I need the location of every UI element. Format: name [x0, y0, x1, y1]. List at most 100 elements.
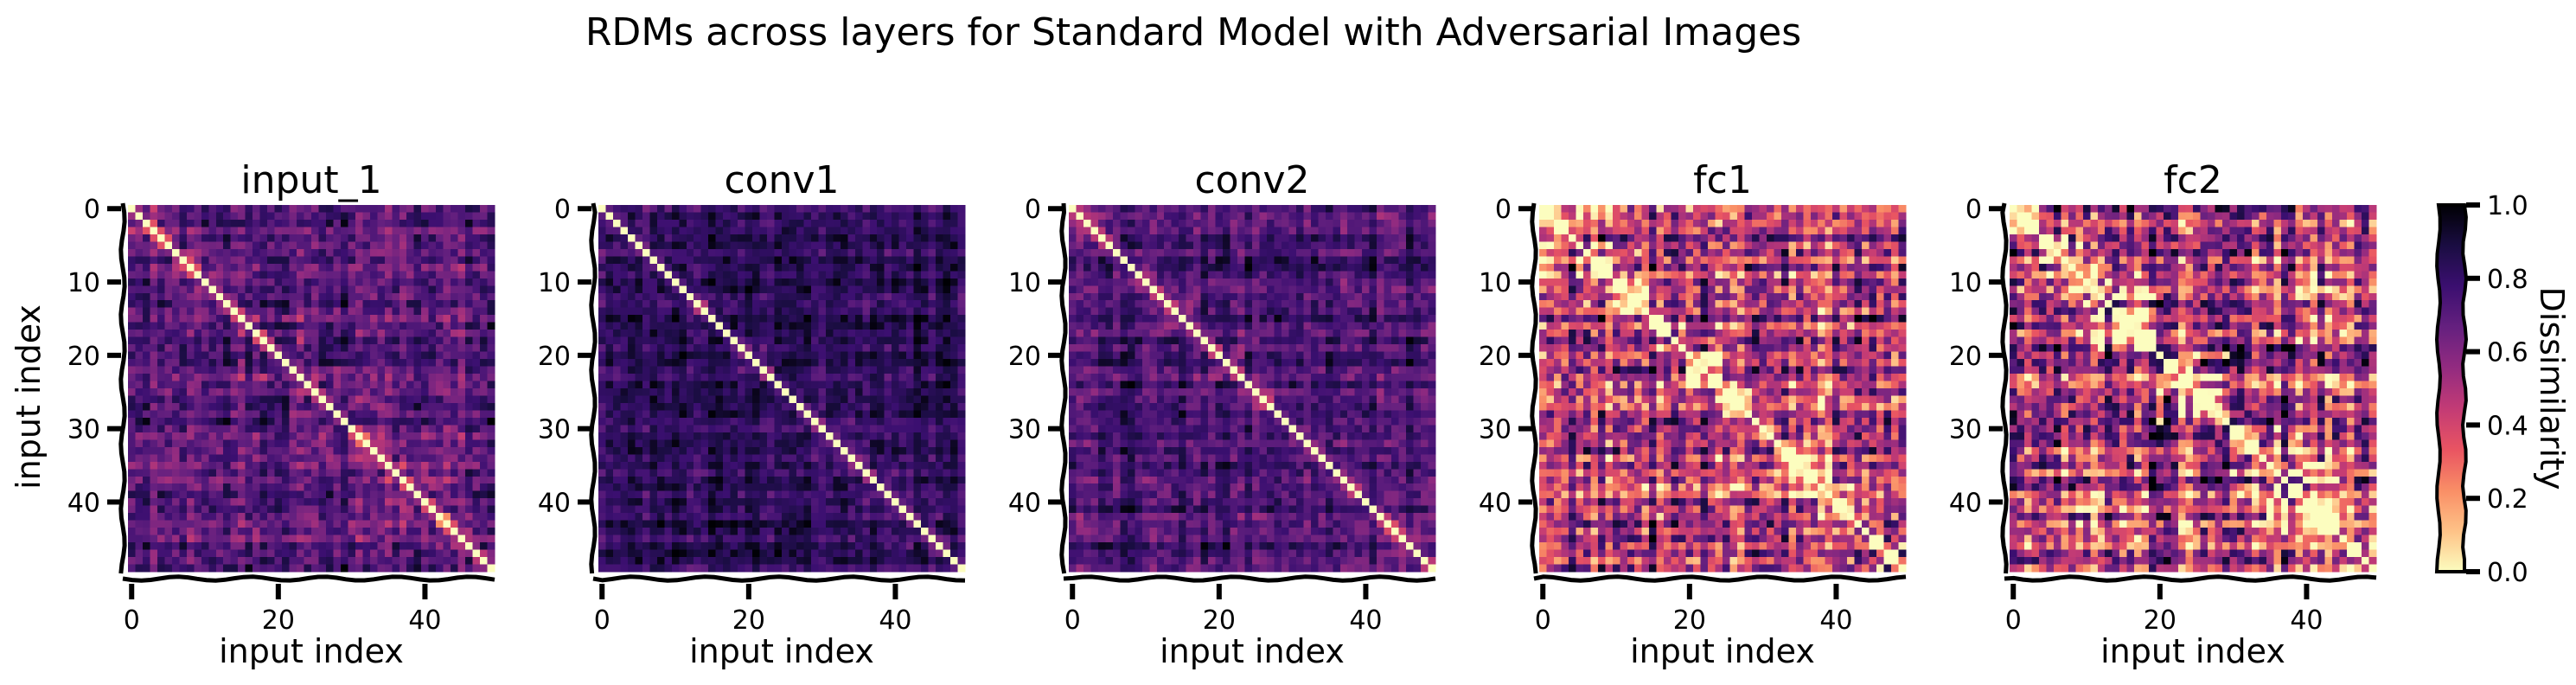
heatmap-cell: [150, 234, 158, 242]
heatmap-cell: [627, 322, 636, 330]
heatmap-cell: [480, 219, 489, 227]
heatmap-cell: [877, 425, 885, 433]
heatmap-cell: [605, 241, 614, 250]
heatmap-cell: [943, 542, 951, 551]
heatmap-cell: [348, 351, 356, 360]
heatmap-cell: [620, 483, 629, 492]
heatmap-cell: [421, 446, 430, 455]
heatmap-cell: [362, 359, 371, 368]
heatmap-cell: [267, 535, 276, 543]
heatmap-cell: [730, 425, 738, 433]
heatmap-cell: [348, 402, 356, 411]
heatmap-cell: [708, 476, 717, 484]
heatmap-cell: [700, 498, 709, 507]
heatmap-cell: [862, 234, 871, 242]
heatmap-cell: [679, 402, 687, 411]
heatmap-cell: [877, 505, 885, 514]
heatmap-cell: [738, 359, 746, 368]
heatmap-cell: [421, 307, 430, 316]
heatmap-cell: [186, 344, 195, 353]
heatmap-cell: [142, 278, 150, 286]
heatmap-cell: [708, 344, 717, 353]
heatmap-cell: [635, 212, 643, 221]
heatmap-cell: [715, 432, 724, 440]
heatmap-cell: [487, 271, 495, 279]
heatmap-cell: [428, 278, 437, 286]
heatmap-cell: [164, 535, 173, 543]
heatmap-cell: [135, 330, 144, 338]
heatmap-cell: [325, 395, 334, 404]
heatmap-cell: [833, 417, 841, 426]
heatmap-cell: [833, 336, 841, 345]
heatmap-cell: [487, 344, 495, 353]
heatmap-cell: [142, 490, 150, 499]
heatmap-cell: [700, 410, 709, 419]
heatmap-cell: [957, 439, 966, 448]
heatmap-cell: [304, 381, 312, 389]
heatmap-cell: [340, 336, 348, 345]
heatmap-cell: [457, 476, 466, 484]
heatmap-cell: [472, 241, 481, 250]
heatmap-cell: [884, 248, 892, 257]
heatmap-cell: [348, 374, 356, 382]
heatmap-cell: [796, 410, 804, 419]
heatmap-cell: [465, 205, 474, 213]
heatmap-cell: [892, 322, 900, 330]
heatmap-cell: [252, 300, 261, 309]
heatmap-cell: [362, 227, 371, 235]
heatmap-cell: [730, 528, 738, 536]
heatmap-cell: [789, 248, 797, 257]
heatmap-cell: [384, 490, 393, 499]
heatmap-cell: [774, 336, 783, 345]
heatmap-cell: [333, 388, 342, 396]
heatmap-cell: [135, 278, 144, 286]
heatmap-cell: [627, 374, 636, 382]
heatmap-cell: [782, 439, 789, 448]
heatmap-cell: [847, 285, 856, 294]
heatmap-cell: [708, 205, 717, 213]
heatmap-cell: [289, 432, 297, 440]
heatmap-cell: [259, 528, 268, 536]
heatmap-cell: [201, 432, 209, 440]
heatmap-cell: [898, 292, 907, 301]
heatmap-cell: [810, 219, 819, 227]
heatmap-cell: [774, 454, 783, 463]
heatmap-cell: [789, 410, 797, 419]
heatmap-cell: [782, 388, 789, 396]
heatmap-cell: [377, 402, 386, 411]
heatmap-cell: [223, 505, 232, 514]
heatmap-cell: [436, 402, 444, 411]
heatmap-cell: [884, 219, 892, 227]
heatmap-cell: [913, 359, 922, 368]
heatmap-cell: [311, 439, 319, 448]
heatmap-cell: [208, 344, 217, 353]
heatmap-cell: [208, 528, 217, 536]
heatmap-cell: [186, 219, 195, 227]
heatmap-cell: [362, 374, 371, 382]
heatmap-cell: [252, 227, 261, 235]
heatmap-cell: [847, 535, 856, 543]
heatmap-cell: [318, 248, 327, 257]
heatmap-cell: [840, 351, 848, 360]
heatmap-cell: [767, 256, 776, 265]
heatmap-cell: [150, 513, 158, 522]
heatmap-cell: [362, 461, 371, 470]
heatmap-cell: [694, 234, 702, 242]
heatmap-cell: [664, 366, 673, 375]
heatmap-cell: [723, 336, 732, 345]
heatmap-cell: [782, 212, 789, 221]
heatmap-cell: [413, 528, 422, 536]
heatmap-cell: [150, 542, 158, 551]
heatmap-cell: [179, 410, 188, 419]
heatmap-cell: [928, 439, 936, 448]
heatmap-cell: [413, 483, 422, 492]
heatmap-cell: [150, 402, 158, 411]
heatmap-cell: [796, 446, 804, 455]
heatmap-cell: [208, 322, 217, 330]
heatmap-cell: [186, 234, 195, 242]
heatmap-cell: [612, 248, 621, 257]
heatmap-cell: [369, 300, 378, 309]
heatmap-cell: [818, 381, 827, 389]
heatmap-cell: [686, 528, 694, 536]
heatmap-cell: [789, 439, 797, 448]
